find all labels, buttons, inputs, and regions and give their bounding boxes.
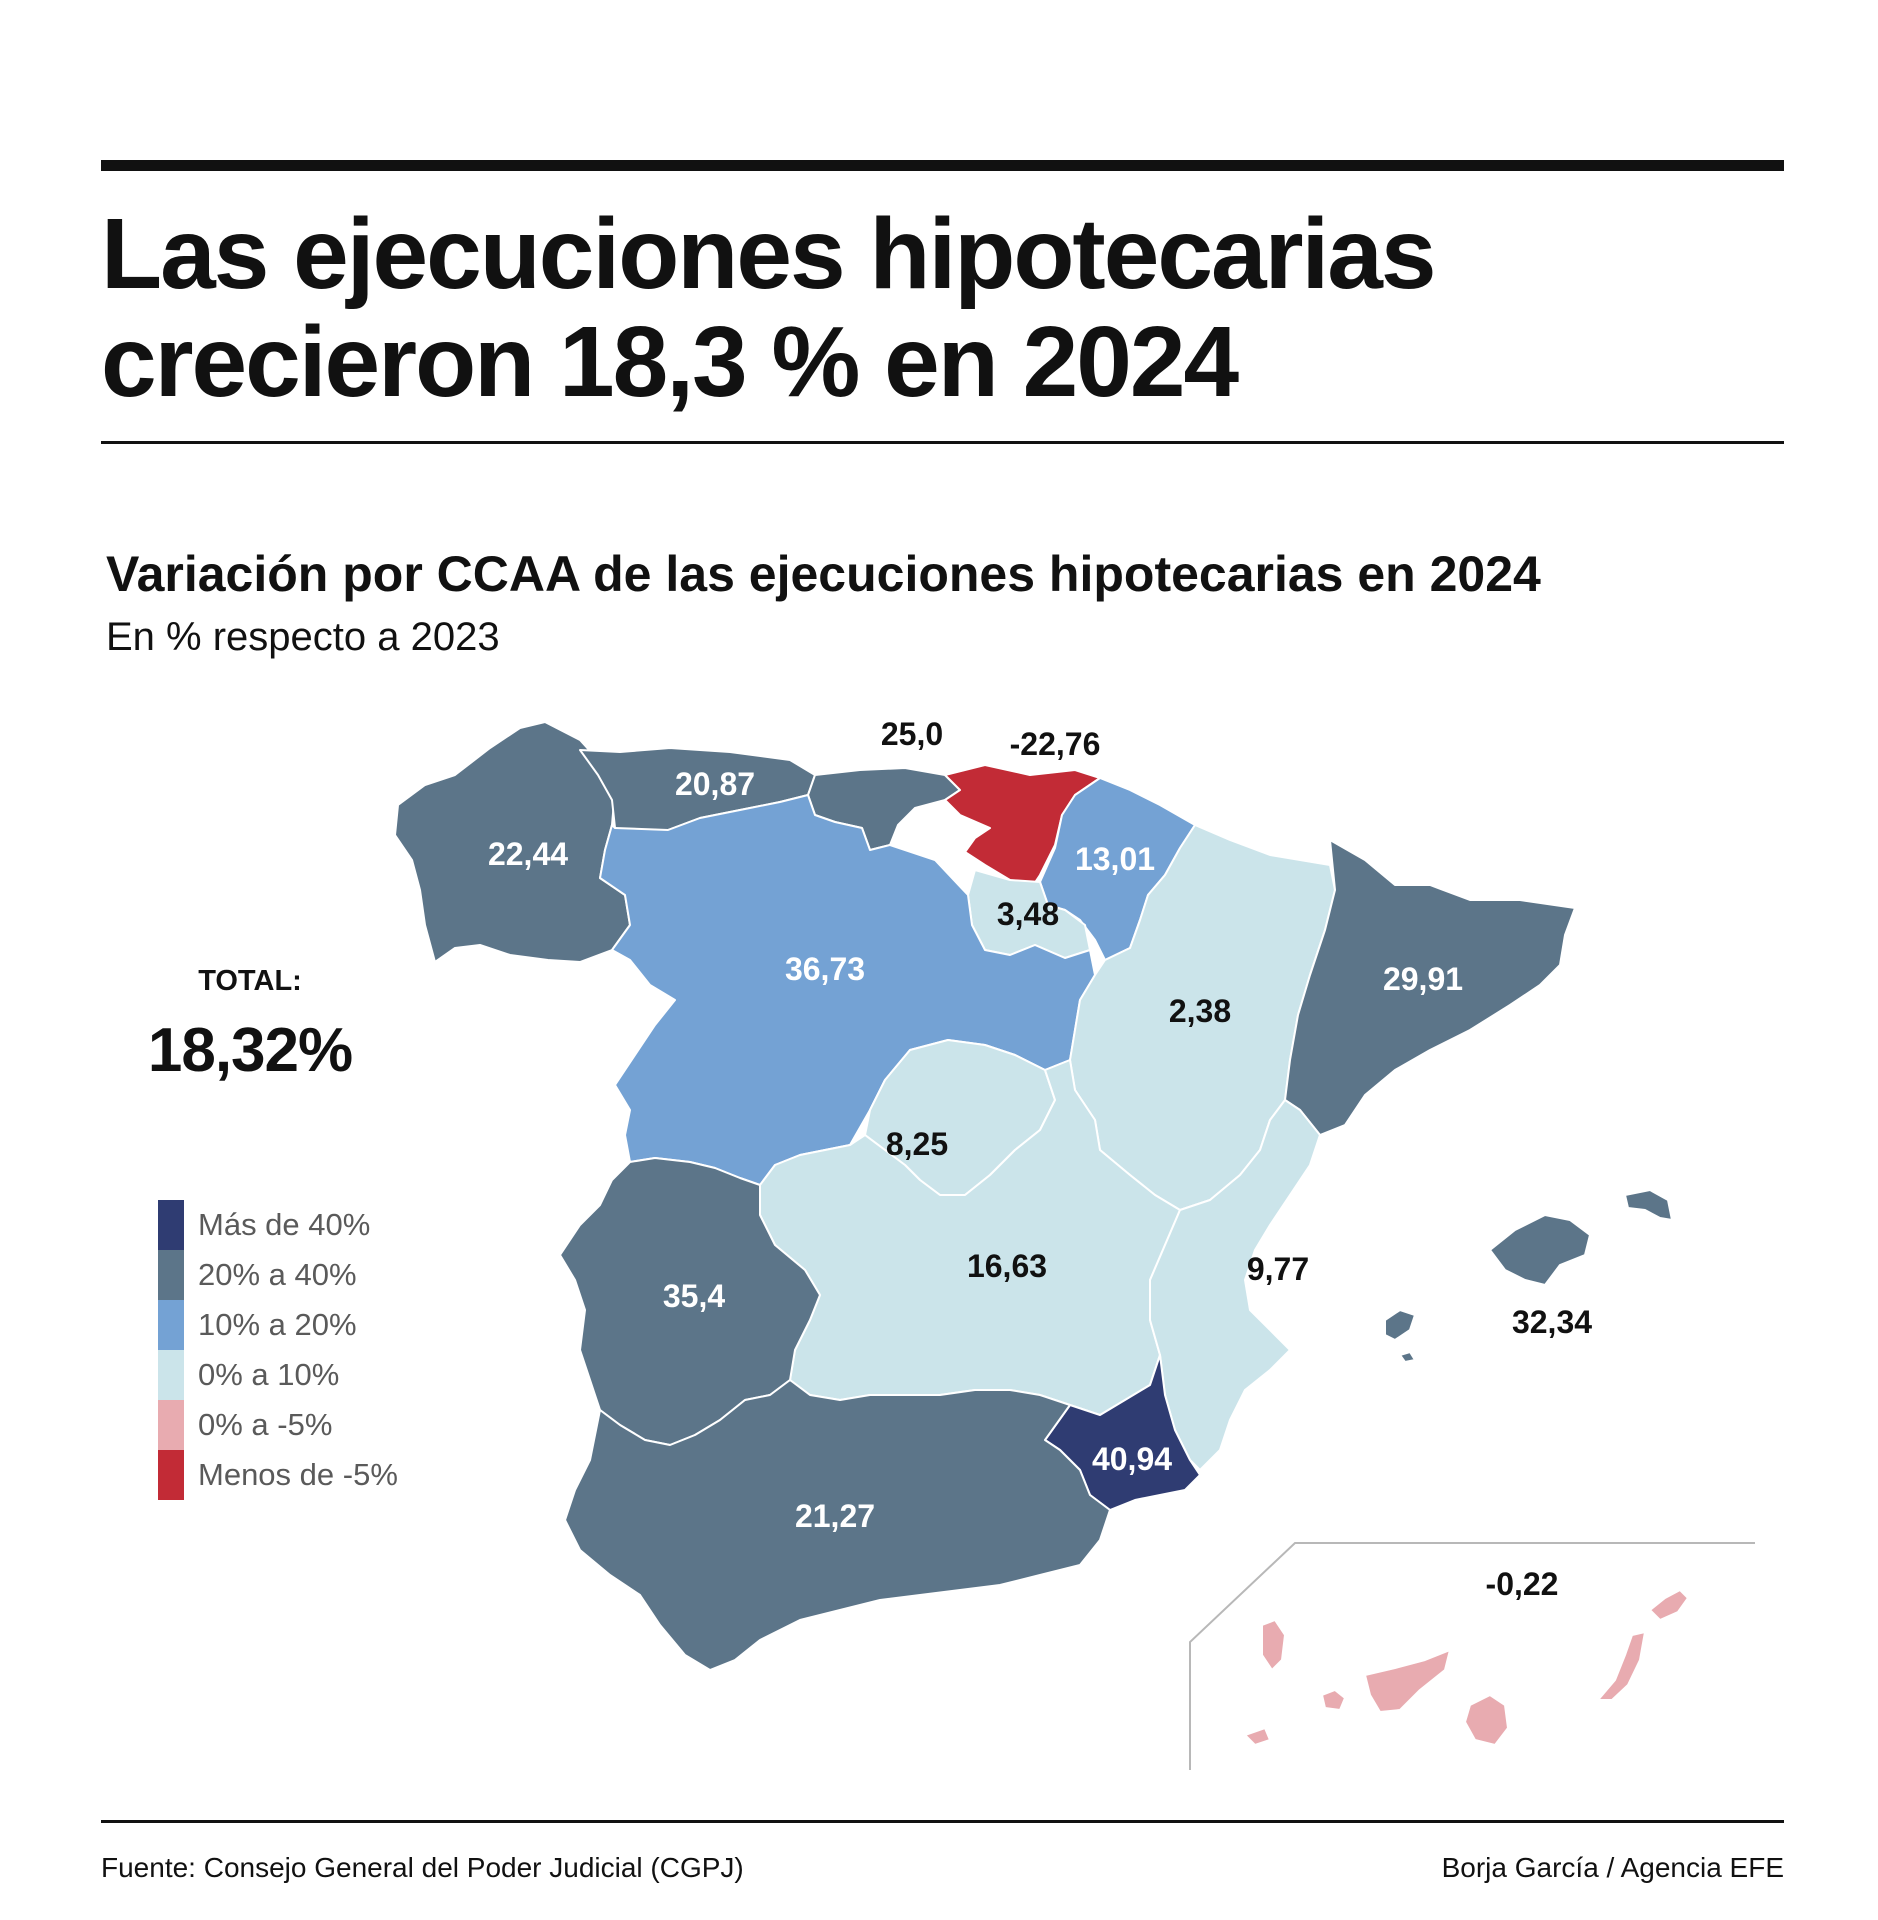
- label-andalucia: 21,27: [795, 1498, 875, 1534]
- legend-swatch: [158, 1200, 184, 1250]
- legend-label: 0% a -5%: [198, 1407, 333, 1442]
- label-navarra: 13,01: [1075, 841, 1155, 877]
- region-baleares-ibiza: [1384, 1309, 1416, 1341]
- label-pais-vasco: -22,76: [1010, 726, 1101, 762]
- legend-swatch: [158, 1300, 184, 1350]
- legend-label: 20% a 40%: [198, 1257, 357, 1292]
- legend-swatch: [158, 1350, 184, 1400]
- label-baleares: 32,34: [1512, 1304, 1592, 1340]
- main-title: Las ejecuciones hipotecarias crecieron 1…: [101, 200, 1801, 416]
- label-comunidad-valenciana: 9,77: [1247, 1251, 1309, 1287]
- bottom-rule: [101, 1820, 1784, 1823]
- legend-swatch: [158, 1400, 184, 1450]
- title-line-1: Las ejecuciones hipotecarias: [101, 198, 1437, 310]
- label-aragon: 2,38: [1169, 993, 1231, 1029]
- region-baleares-mallorca: [1489, 1214, 1591, 1286]
- legend-swatch: [158, 1250, 184, 1300]
- legend-swatch: [158, 1450, 184, 1500]
- region-baleares-formentera: [1399, 1351, 1416, 1363]
- total-label: TOTAL:: [198, 965, 302, 997]
- legend-label: Más de 40%: [198, 1207, 371, 1242]
- label-murcia: 40,94: [1092, 1441, 1172, 1477]
- region-canarias-fuerteventura: [1597, 1631, 1646, 1701]
- legend-label: Menos de -5%: [198, 1457, 398, 1492]
- region-canarias-el-hierro: [1244, 1727, 1271, 1746]
- title-rule: [101, 441, 1784, 444]
- label-la-rioja: 3,48: [997, 896, 1059, 932]
- total-value: 18,32%: [147, 1016, 353, 1085]
- label-cataluna: 29,91: [1383, 961, 1463, 997]
- label-galicia: 22,44: [488, 836, 568, 872]
- map-subtitle: Variación por CCAA de las ejecuciones hi…: [106, 546, 1541, 602]
- region-canarias-tenerife: [1364, 1649, 1451, 1713]
- region-andalucia: [564, 1379, 1111, 1671]
- label-canarias: -0,22: [1486, 1566, 1559, 1602]
- title-line-2: crecieron 18,3 % en 2024: [101, 306, 1239, 418]
- label-cantabria: 25,0: [881, 716, 943, 752]
- label-asturias: 20,87: [675, 766, 755, 802]
- label-extremadura: 35,4: [663, 1278, 725, 1314]
- region-canarias-gran-canaria: [1464, 1694, 1509, 1746]
- top-rule: [101, 160, 1784, 171]
- region-cataluna: [1284, 839, 1576, 1136]
- region-baleares-menorca: [1624, 1189, 1673, 1221]
- label-castilla-leon: 36,73: [785, 951, 865, 987]
- legend-label: 0% a 10%: [198, 1357, 340, 1392]
- unit-note: En % respecto a 2023: [106, 615, 500, 659]
- label-castilla-la-mancha: 16,63: [967, 1248, 1047, 1284]
- region-canarias-la-gomera: [1321, 1689, 1346, 1711]
- label-madrid: 8,25: [886, 1126, 948, 1162]
- source-note: Fuente: Consejo General del Poder Judici…: [101, 1852, 744, 1883]
- canarias-inset-frame: [1189, 1542, 1755, 1770]
- region-canarias-lanzarote: [1649, 1589, 1689, 1621]
- legend-label: 10% a 20%: [198, 1307, 357, 1342]
- credit-note: Borja García / Agencia EFE: [1441, 1852, 1784, 1883]
- region-canarias-la-palma: [1261, 1619, 1286, 1671]
